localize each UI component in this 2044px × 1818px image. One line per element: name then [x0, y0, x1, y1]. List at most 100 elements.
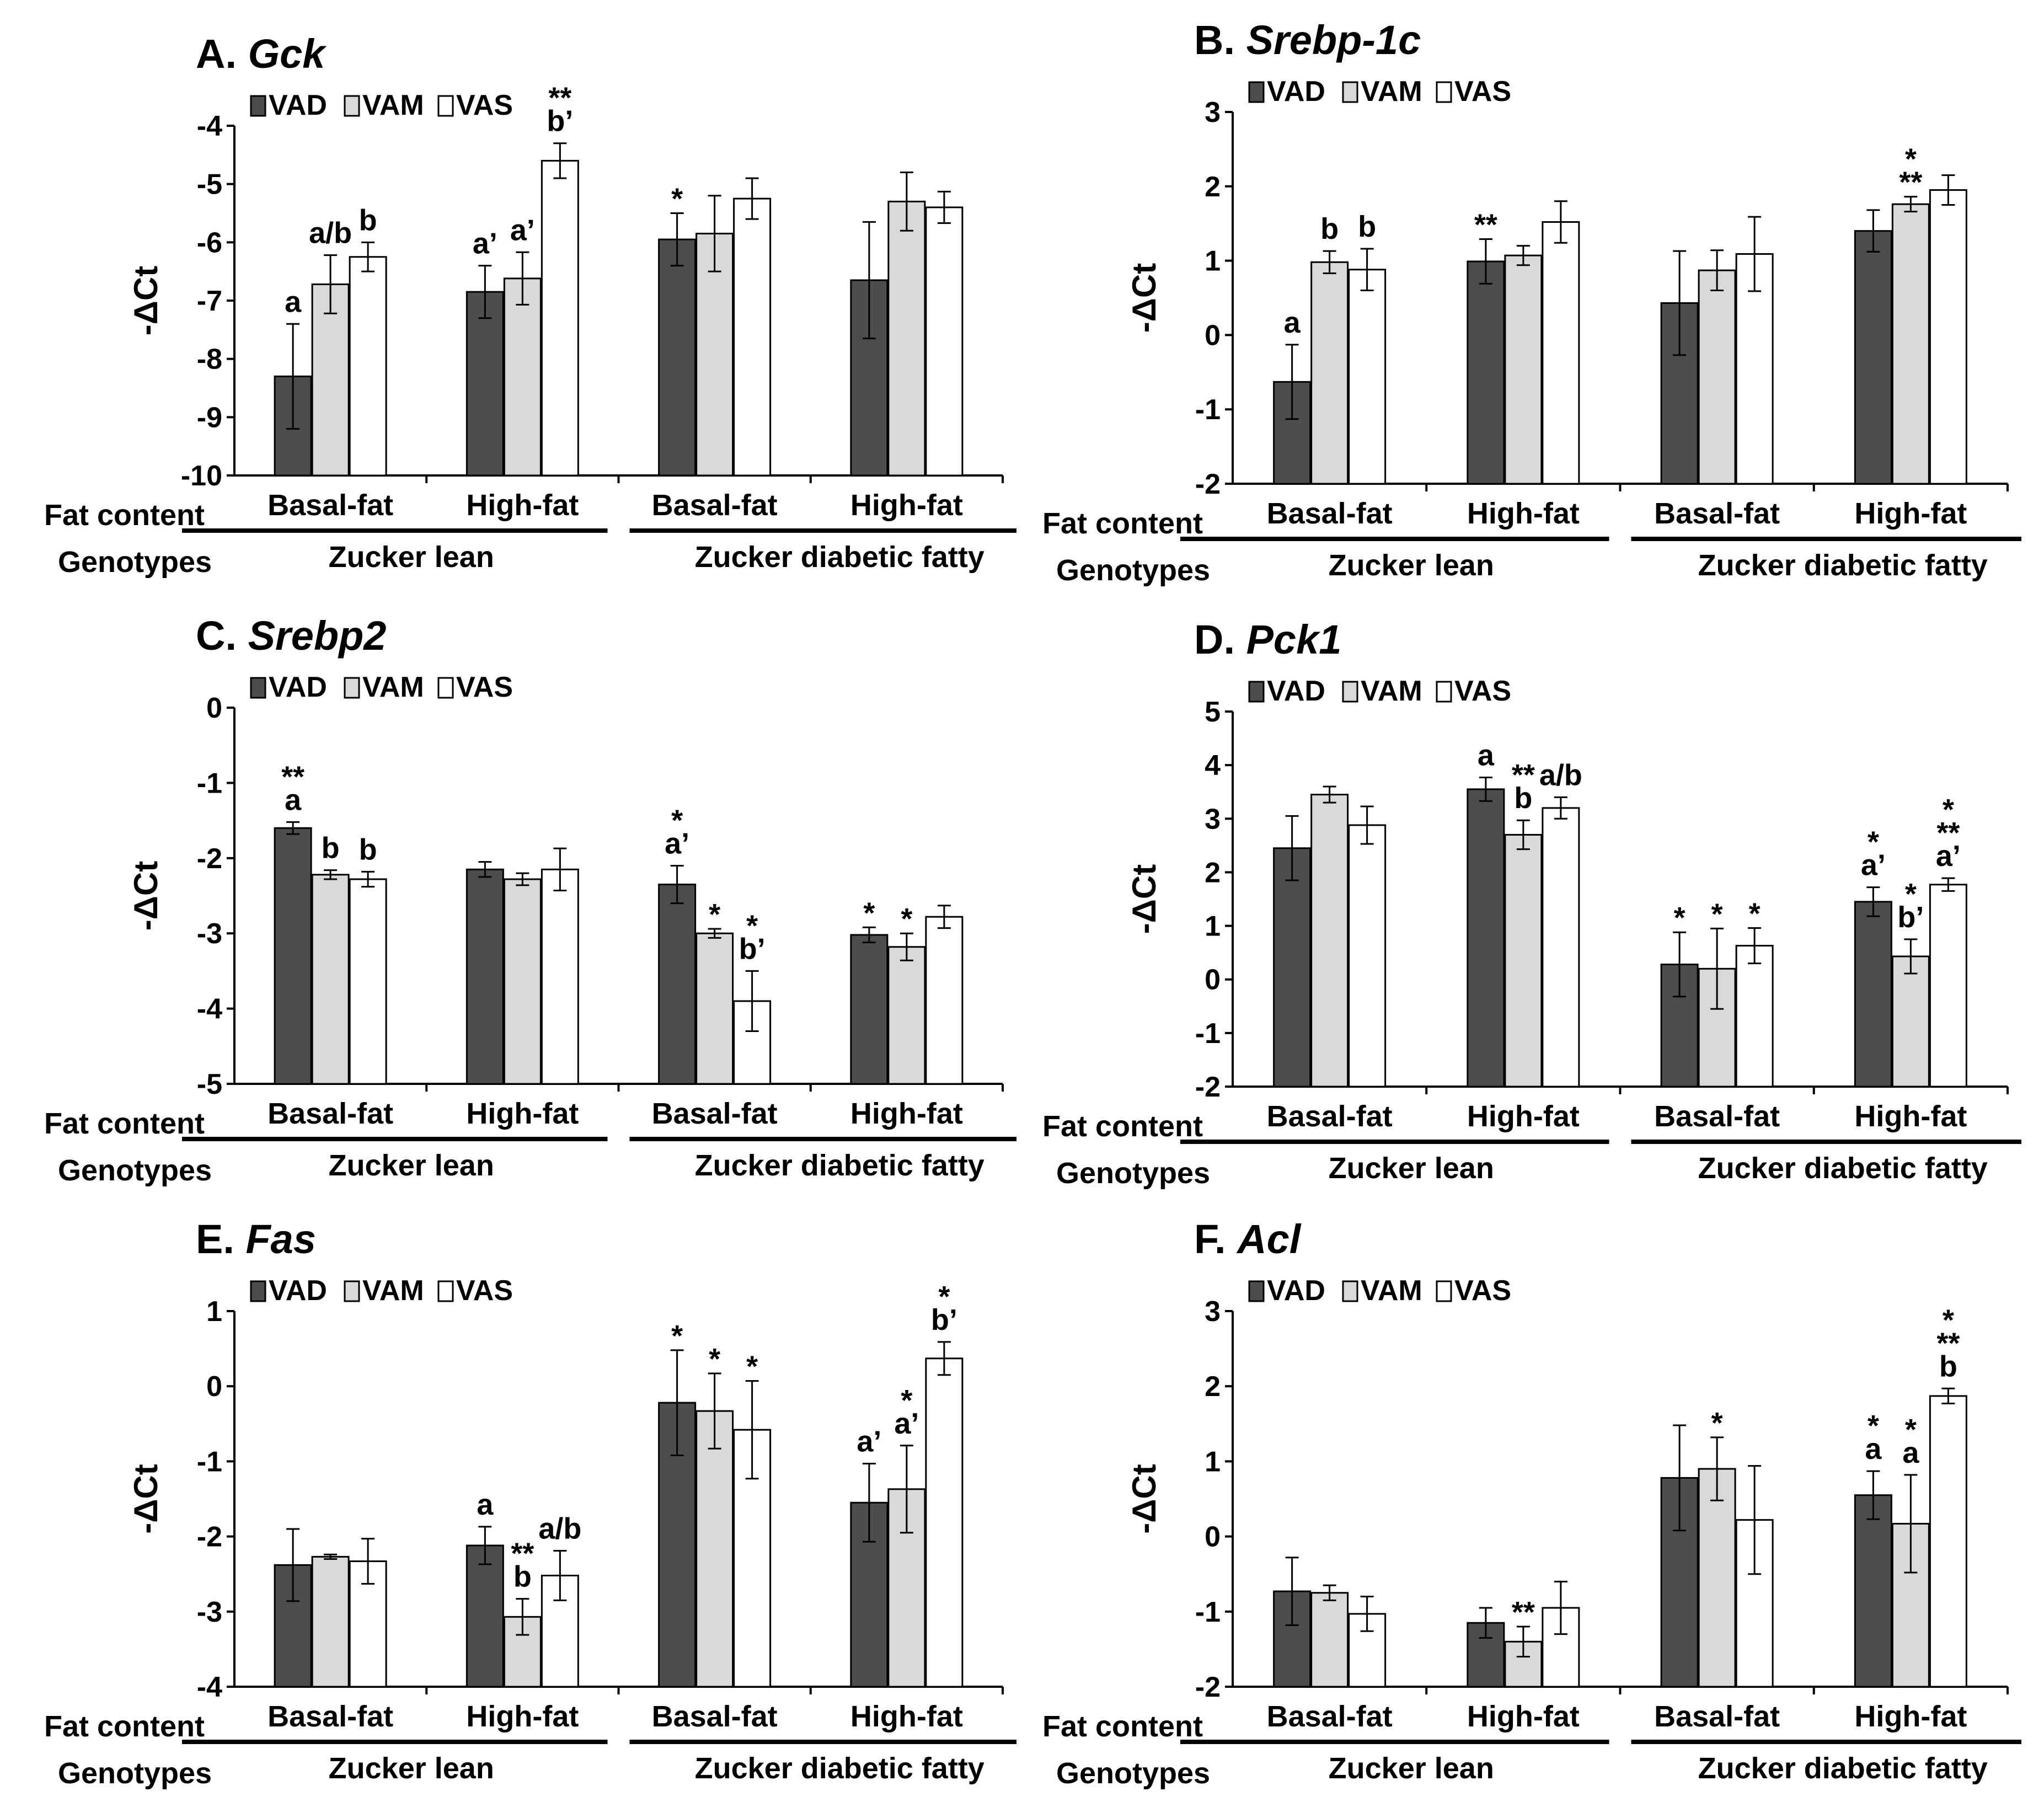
- panel-title: F. Acl: [1194, 1216, 1302, 1262]
- legend-label-vad: VAD: [1267, 675, 1325, 707]
- fat-content-label: High-fat: [466, 1700, 579, 1733]
- bar-vas: [541, 159, 579, 477]
- bar-vad: [1854, 1494, 1892, 1688]
- y-tick-label: -10: [181, 460, 222, 492]
- significance-label: *: [1868, 826, 1879, 859]
- y-tick-label: -1: [197, 1446, 222, 1478]
- legend-label-vad: VAD: [1267, 1275, 1325, 1307]
- genotype-label: Zucker lean: [329, 1149, 494, 1182]
- fat-content-label: High-fat: [466, 489, 579, 522]
- panel-title-gene: Srebp2: [248, 613, 387, 659]
- panel-title: C. Srebp2: [196, 613, 386, 659]
- fat-content-row-label: Fat content: [44, 499, 205, 532]
- significance-label: a/b: [309, 217, 352, 250]
- legend-label-vad: VAD: [269, 1275, 327, 1307]
- fat-content-row-label: Fat content: [1042, 1110, 1203, 1143]
- significance-label: a: [285, 783, 302, 816]
- significance-label: b: [1514, 782, 1532, 815]
- legend-swatch-vam: [1342, 1280, 1358, 1302]
- bar-vam: [887, 200, 926, 477]
- genotype-label: Zucker lean: [329, 1752, 494, 1785]
- fat-content-label: Basal-fat: [652, 1700, 778, 1733]
- bar-vas: [349, 1560, 387, 1688]
- panel-title: B. Srebp-1c: [1194, 17, 1421, 63]
- fat-content-label: High-fat: [466, 1097, 579, 1130]
- y-tick-label: 3: [1205, 97, 1221, 129]
- significance-label: **: [511, 1537, 534, 1570]
- legend-swatch-vad: [1248, 681, 1265, 703]
- significance-label: *: [1943, 793, 1954, 826]
- genotypes-row-label: Genotypes: [1056, 554, 1210, 587]
- significance-label: *: [709, 898, 720, 931]
- fat-content-label: High-fat: [850, 1097, 963, 1130]
- significance-label: a: [1478, 739, 1495, 772]
- bar-vad: [1854, 230, 1892, 485]
- bar-vas: [1348, 824, 1387, 1088]
- y-tick-label: 0: [1205, 964, 1221, 996]
- significance-label: **: [1936, 816, 1960, 849]
- y-axis-label: -ΔCt: [1126, 1464, 1163, 1533]
- legend-swatch-vad: [1248, 1280, 1265, 1302]
- bar-vad: [1467, 788, 1505, 1088]
- y-tick-label: -2: [197, 843, 222, 875]
- significance-label: *: [1905, 143, 1917, 176]
- bar-vam: [1504, 254, 1543, 485]
- y-tick-label: -2: [1195, 1671, 1221, 1703]
- significance-label: a: [477, 1488, 494, 1521]
- legend-label-vas: VAS: [456, 671, 513, 703]
- bar-vad: [1273, 847, 1312, 1088]
- bar-vas: [541, 868, 579, 1085]
- legend-swatch-vas: [1436, 681, 1452, 703]
- bar-vam: [695, 1410, 734, 1688]
- significance-label: b’: [1897, 901, 1924, 934]
- legend-label-vas: VAS: [1454, 76, 1511, 108]
- bar-vas: [1929, 1395, 1967, 1688]
- panel-title: A. Gck: [196, 31, 327, 77]
- y-tick-label: 4: [1205, 750, 1221, 782]
- y-tick-label: -1: [197, 767, 222, 799]
- y-tick-label: 0: [206, 1371, 222, 1403]
- y-tick-label: 2: [1205, 857, 1221, 889]
- panel-title: D. Pck1: [1194, 617, 1341, 662]
- bar-vam: [887, 946, 926, 1085]
- y-tick-label: 1: [206, 1296, 222, 1328]
- fat-content-label: High-fat: [1467, 1700, 1580, 1733]
- significance-label: a’: [510, 213, 535, 247]
- bar-vas: [1735, 945, 1774, 1088]
- significance-label: *: [1711, 897, 1723, 931]
- bar-vam: [311, 1555, 350, 1688]
- y-axis-label: -ΔCt: [127, 861, 164, 931]
- y-axis-label: -ΔCt: [127, 1464, 164, 1533]
- legend-label-vam: VAM: [1361, 1275, 1422, 1307]
- fat-content-row-label: Fat content: [1042, 507, 1203, 540]
- legend-swatch-vad: [250, 1280, 266, 1302]
- fat-content-label: Basal-fat: [1654, 497, 1780, 530]
- genotypes-row-label: Genotypes: [58, 546, 212, 579]
- fat-content-label: Basal-fat: [1654, 1100, 1780, 1133]
- bar-vam: [503, 878, 542, 1085]
- legend-label-vas: VAS: [1454, 675, 1511, 707]
- y-tick-label: -6: [197, 227, 222, 259]
- y-tick-label: 2: [1205, 1371, 1221, 1403]
- genotypes-row-label: Genotypes: [1056, 1157, 1210, 1190]
- y-tick-label: -9: [197, 402, 222, 434]
- bar-vam: [1504, 833, 1543, 1088]
- significance-label: a: [1284, 306, 1301, 339]
- fat-content-label: Basal-fat: [267, 1700, 393, 1733]
- bar-vam: [1310, 794, 1349, 1088]
- legend-swatch-vad: [250, 677, 266, 699]
- significance-label: *: [1674, 901, 1686, 934]
- y-tick-label: -3: [197, 918, 222, 950]
- panel-title-label: B.: [1194, 17, 1246, 63]
- bar-vas: [925, 1357, 964, 1688]
- bar-vad: [1467, 260, 1505, 485]
- bar-vas: [349, 256, 387, 477]
- y-tick-label: -4: [197, 993, 222, 1025]
- y-tick-label: 1: [1205, 1446, 1221, 1478]
- legend-label-vad: VAD: [269, 89, 327, 121]
- fat-content-label: High-fat: [1467, 497, 1580, 530]
- legend-label-vas: VAS: [1454, 1275, 1511, 1307]
- significance-label: b: [1320, 212, 1339, 245]
